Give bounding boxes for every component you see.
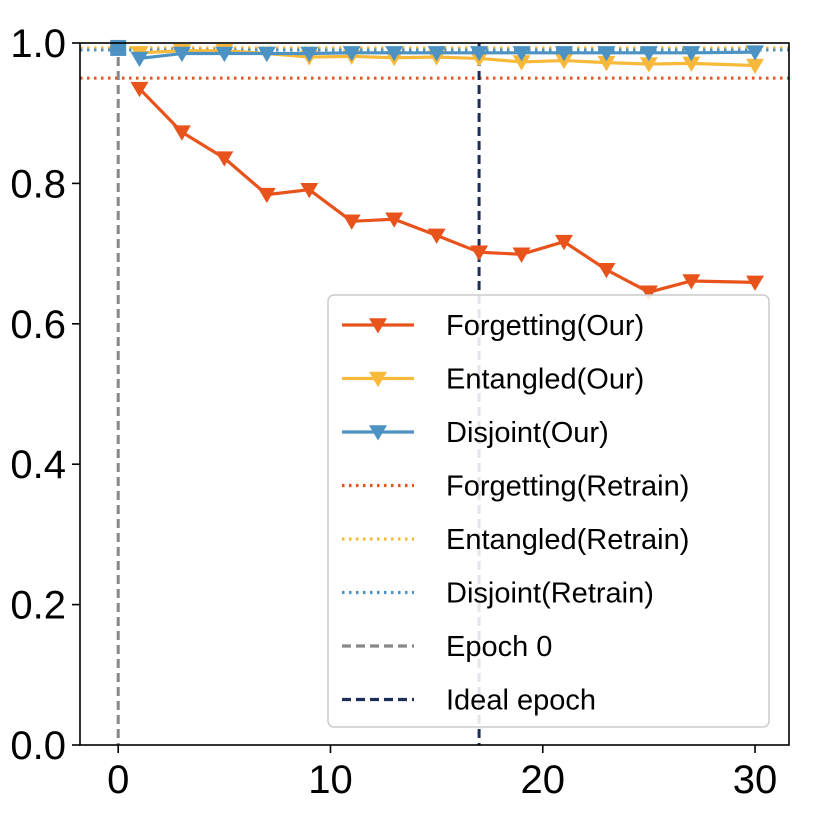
legend: Forgetting(Our) Entangled(Our) Disjoint(Ou…: [327, 294, 770, 728]
epoch-0-start-point: [110, 39, 127, 56]
entangled-our-point: [682, 56, 701, 72]
y-tick-label: 0.4: [10, 443, 66, 487]
disjoint-our-point: [130, 51, 149, 67]
forgetting-our-point: [130, 81, 149, 98]
forgetting-our-point: [682, 274, 701, 290]
disjoint-our-point: [639, 46, 658, 62]
entangled-our-point: [554, 53, 573, 70]
legend-label: Forgetting(Retrain): [446, 471, 689, 503]
forgetting-our-point: [512, 247, 531, 263]
disjoint-our-point: [470, 46, 489, 62]
y-tick-label: 0.6: [10, 303, 66, 347]
legend-item-forgetting-retrain: Forgetting(Retrain): [342, 471, 689, 503]
legend-item-epoch-0: Epoch 0: [342, 631, 552, 663]
forgetting-our-series: [130, 81, 765, 301]
forgetting-our-point: [215, 151, 234, 167]
disjoint-our-point: [597, 46, 616, 62]
legend-item-disjoint-retrain: Disjoint(Retrain): [342, 578, 654, 610]
disjoint-our-point: [427, 46, 446, 62]
forgetting-our-point: [597, 262, 616, 279]
disjoint-our-series: [130, 45, 765, 67]
legend-marker: [369, 425, 387, 441]
y-tick-label: 0.8: [10, 162, 66, 206]
legend-label: Disjoint(Retrain): [446, 578, 654, 610]
legend-label: Forgetting(Our): [446, 310, 644, 342]
legend-item-forgetting-our: Forgetting(Our): [342, 310, 644, 342]
forgetting-our-point: [746, 275, 765, 291]
entangled-our-point: [597, 55, 616, 72]
legend-label: Entangled(Retrain): [446, 524, 689, 556]
forgetting-our-point: [257, 187, 276, 204]
disjoint-our-point: [342, 46, 361, 62]
forgetting-our-point: [470, 245, 489, 261]
y-tick-label: 0.2: [10, 584, 66, 628]
forgetting-our-point: [427, 228, 446, 244]
legend-item-ideal-epoch: Ideal epoch: [342, 685, 596, 717]
forgetting-our-point: [385, 212, 404, 228]
forgetting-our-point: [342, 214, 361, 230]
entangled-our-point: [639, 57, 658, 73]
legend-item-entangled-retrain: Entangled(Retrain): [342, 524, 689, 556]
disjoint-our-point: [554, 46, 573, 62]
y-tick-label: 1.0: [10, 22, 66, 66]
x-tick-label: 30: [733, 758, 778, 802]
forgetting-our-point: [639, 285, 658, 301]
disjoint-our-point: [172, 46, 191, 63]
disjoint-our-point: [512, 46, 531, 62]
x-tick-label: 20: [521, 758, 566, 802]
forgetting-our-point: [554, 234, 573, 251]
disjoint-our-point: [257, 46, 276, 63]
x-tick-label: 10: [308, 758, 353, 802]
x-tick-label: 0: [107, 758, 129, 802]
legend-marker: [369, 318, 387, 334]
forgetting-our-point: [300, 182, 319, 199]
forgetting-our-point: [172, 125, 191, 141]
disjoint-our-point: [682, 46, 701, 62]
legend-item-entangled-our: Entangled(Our): [342, 364, 644, 396]
forgetting-our-line: [138, 87, 756, 294]
entangled-our-point: [512, 55, 531, 71]
disjoint-our-point: [746, 45, 765, 61]
legend-label: Disjoint(Our): [446, 417, 609, 449]
legend-label: Epoch 0: [446, 631, 552, 663]
disjoint-our-point: [385, 46, 404, 62]
legend-box: [327, 294, 770, 728]
disjoint-our-point: [215, 46, 234, 63]
entangled-our-point: [746, 58, 765, 75]
y-tick-label: 0.0: [10, 724, 66, 768]
legend-label: Ideal epoch: [446, 685, 596, 717]
legend-label: Entangled(Our): [446, 364, 644, 396]
axes-frame: [79, 42, 790, 746]
disjoint-our-point: [300, 46, 319, 63]
legend-item-disjoint-our: Disjoint(Our): [342, 417, 609, 449]
legend-marker: [369, 371, 387, 388]
